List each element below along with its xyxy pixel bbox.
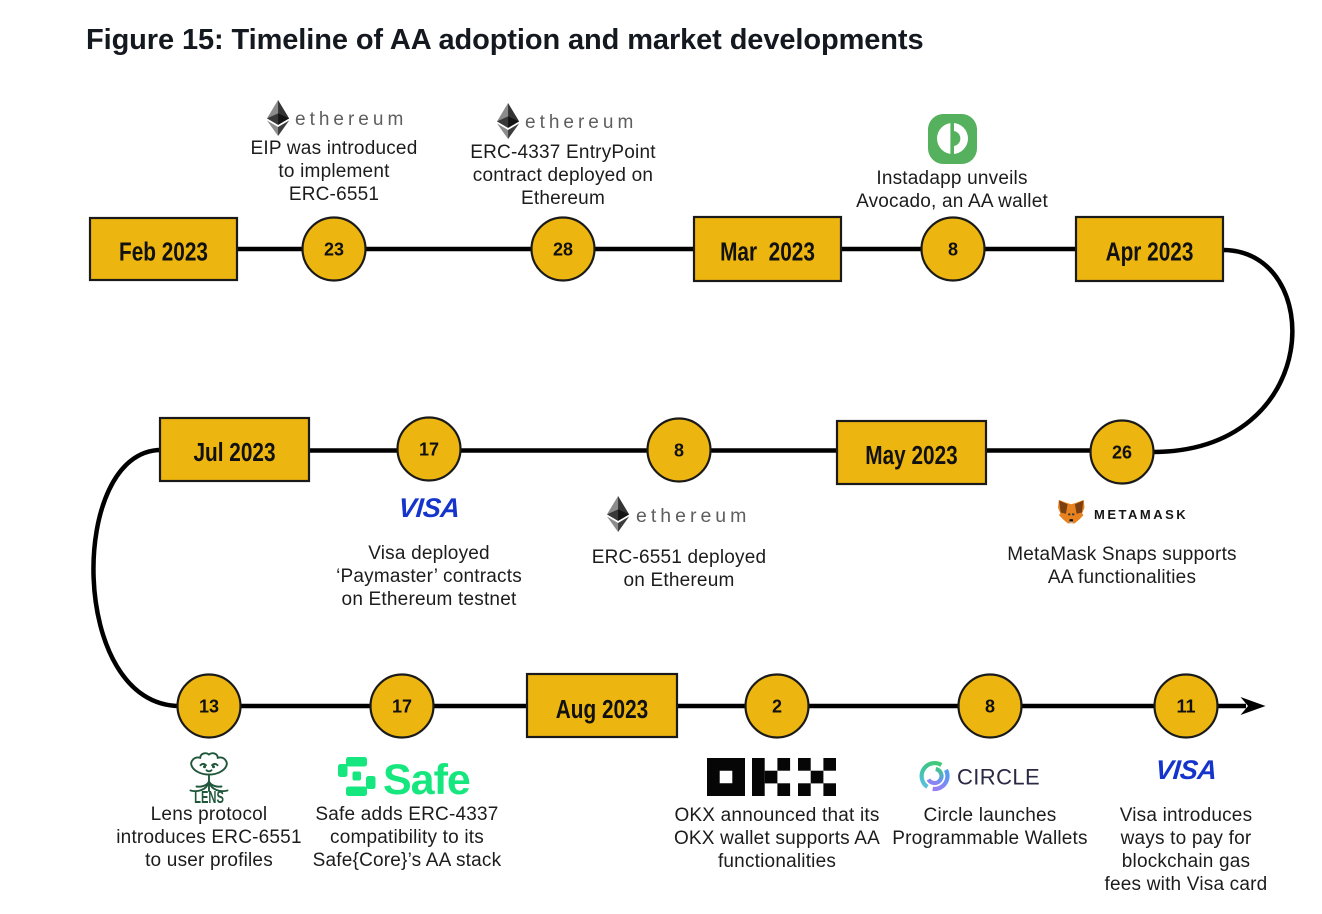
svg-text:Jul 2023: Jul 2023 bbox=[193, 438, 275, 467]
svg-text:LENS: LENS bbox=[194, 787, 224, 805]
svg-text:17: 17 bbox=[392, 697, 412, 717]
svg-text:23: 23 bbox=[324, 240, 344, 260]
svg-text:Apr 2023: Apr 2023 bbox=[1106, 237, 1194, 266]
svg-text:May 2023: May 2023 bbox=[865, 441, 957, 470]
svg-text:Mar 2023: Mar 2023 bbox=[720, 237, 815, 266]
svg-text:METAMASK: METAMASK bbox=[1094, 507, 1188, 522]
svg-text:17: 17 bbox=[419, 440, 439, 460]
svg-text:ethereum: ethereum bbox=[525, 112, 637, 133]
svg-text:Safe: Safe bbox=[383, 756, 470, 800]
svg-text:8: 8 bbox=[674, 441, 684, 461]
svg-text:26: 26 bbox=[1112, 443, 1132, 463]
svg-text:2: 2 bbox=[772, 697, 782, 717]
svg-text:ethereum: ethereum bbox=[295, 109, 407, 130]
svg-text:Aug 2023: Aug 2023 bbox=[556, 695, 648, 724]
svg-text:8: 8 bbox=[948, 240, 958, 260]
svg-text:13: 13 bbox=[199, 697, 219, 717]
svg-text:CIRCLE: CIRCLE bbox=[957, 765, 1040, 790]
svg-text:ethereum: ethereum bbox=[636, 505, 750, 527]
svg-text:28: 28 bbox=[553, 240, 573, 260]
svg-text:11: 11 bbox=[1176, 697, 1195, 717]
svg-text:Feb 2023: Feb 2023 bbox=[119, 237, 208, 266]
svg-text:8: 8 bbox=[985, 697, 995, 717]
